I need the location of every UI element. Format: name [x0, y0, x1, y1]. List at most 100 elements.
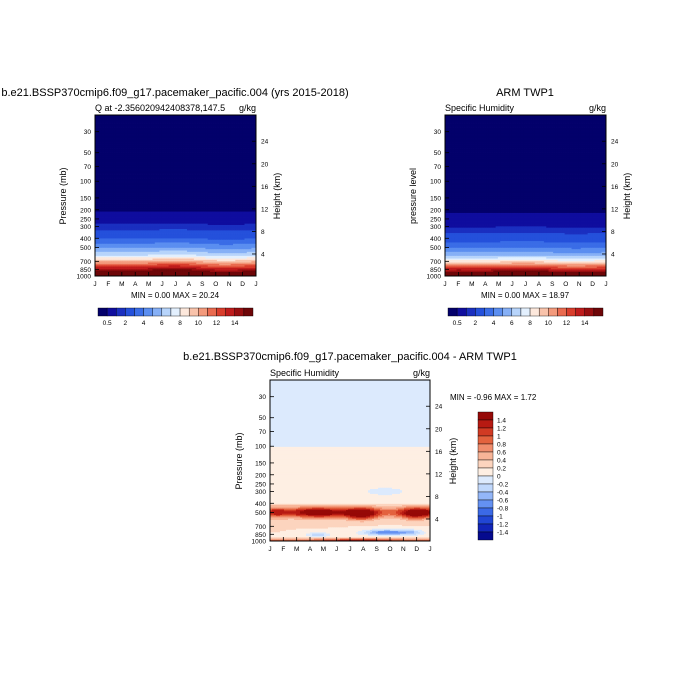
- contour-cell: [106, 119, 110, 121]
- contour-cell: [207, 139, 211, 141]
- contour-cell: [115, 170, 119, 172]
- contour-cell: [152, 163, 156, 166]
- contour-cell: [235, 152, 238, 155]
- contour-cell: [235, 116, 238, 119]
- contour-cell: [230, 123, 234, 125]
- contour-cell: [184, 170, 188, 172]
- contour-cell: [136, 149, 140, 152]
- contour-cell: [205, 127, 209, 129]
- contour-cell: [157, 153, 160, 156]
- contour-cell: [239, 176, 243, 179]
- contour-cell: [166, 161, 169, 164]
- contour-cell: [193, 137, 197, 140]
- contour-cell: [246, 168, 250, 171]
- contour-cell: [150, 163, 153, 166]
- contour-cell: [182, 160, 186, 163]
- contour-cell: [249, 131, 252, 133]
- contour-cell: [200, 165, 204, 168]
- contour-cell: [120, 161, 123, 164]
- contour-cell: [120, 124, 123, 127]
- contour-cell: [111, 147, 114, 149]
- contour-cell: [145, 176, 149, 179]
- contour-cell: [205, 129, 209, 132]
- contour-cell: [115, 151, 119, 153]
- contour-cell: [180, 147, 183, 149]
- contour-cell: [193, 145, 197, 148]
- contour-cell: [111, 159, 114, 162]
- contour-cell: [180, 124, 183, 127]
- contour-cell: [230, 159, 234, 162]
- contour-cell: [223, 120, 227, 123]
- contour-cell: [244, 164, 248, 167]
- contour-cell: [226, 119, 229, 121]
- contour-cell: [230, 124, 234, 127]
- contour-cell: [161, 124, 165, 127]
- contour-cell: [210, 145, 213, 148]
- contour-cell: [193, 164, 197, 167]
- contour-cell: [228, 175, 232, 178]
- contour-cell: [141, 157, 144, 160]
- contour-cell: [113, 128, 117, 131]
- contour-cell: [164, 155, 167, 157]
- contour-cell: [97, 178, 100, 180]
- contour-cell: [216, 139, 220, 141]
- contour-cell: [180, 119, 183, 121]
- contour-cell: [180, 160, 183, 163]
- contour-cell: [136, 137, 140, 140]
- contour-cell: [129, 116, 133, 119]
- contour-cell: [200, 116, 204, 119]
- contour-cell: [223, 143, 227, 145]
- contour-cell: [177, 151, 181, 153]
- contour-cell: [200, 135, 204, 137]
- contour-cell: [97, 163, 100, 166]
- contour-cell: [106, 131, 110, 133]
- contour-cell: [134, 123, 137, 125]
- contour-cell: [136, 136, 140, 139]
- contour-cell: [212, 174, 215, 176]
- contour-cell: [95, 145, 98, 148]
- contour-cell: [124, 148, 128, 151]
- contour-cell: [101, 125, 105, 128]
- contour-cell: [120, 132, 123, 135]
- contour-cell: [175, 172, 179, 175]
- contour-cell: [136, 133, 140, 136]
- contour-cell: [198, 148, 202, 151]
- contour-cell: [223, 125, 227, 128]
- contour-cell: [253, 164, 257, 167]
- contour-cell: [161, 172, 165, 175]
- contour-cell: [150, 140, 153, 143]
- contour-cell: [145, 145, 149, 148]
- contour-cell: [191, 159, 195, 162]
- contour-cell: [230, 147, 234, 149]
- contour-cell: [239, 148, 243, 151]
- contour-cell: [180, 125, 183, 128]
- contour-cell: [177, 163, 181, 166]
- contour-cell: [198, 149, 202, 152]
- contour-cell: [237, 119, 241, 121]
- contour-cell: [118, 136, 121, 139]
- contour-cell: [235, 128, 238, 131]
- contour-cell: [180, 137, 183, 140]
- contour-cell: [198, 152, 202, 155]
- contour-cell: [228, 164, 232, 167]
- contour-cell: [122, 161, 126, 164]
- contour-cell: [226, 148, 229, 151]
- contour-cell: [239, 129, 243, 132]
- contour-cell: [152, 170, 156, 172]
- contour-cell: [170, 176, 174, 179]
- contour-cell: [233, 170, 236, 172]
- contour-cell: [113, 132, 117, 135]
- contour-cell: [168, 144, 172, 147]
- contour-cell: [175, 171, 179, 174]
- contour-cell: [150, 123, 153, 125]
- contour-cell: [230, 129, 234, 132]
- contour-cell: [226, 160, 229, 163]
- contour-cell: [253, 170, 257, 172]
- contour-cell: [193, 159, 197, 162]
- contour-cell: [164, 127, 167, 129]
- contour-cell: [239, 125, 243, 128]
- contour-cell: [235, 153, 238, 156]
- contour-cell: [212, 171, 215, 174]
- contour-cell: [221, 152, 225, 155]
- contour-cell: [168, 124, 172, 127]
